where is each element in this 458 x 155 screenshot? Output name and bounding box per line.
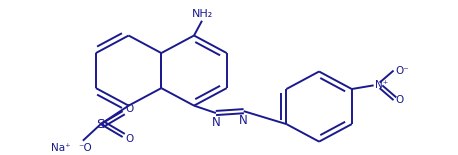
Text: O: O bbox=[125, 134, 134, 144]
Text: O: O bbox=[396, 95, 404, 105]
Text: N⁺: N⁺ bbox=[375, 80, 388, 90]
Text: ⁻O: ⁻O bbox=[78, 144, 92, 153]
Text: O: O bbox=[125, 104, 134, 114]
Text: N: N bbox=[240, 114, 248, 127]
Text: N: N bbox=[212, 116, 220, 129]
Text: NH₂: NH₂ bbox=[192, 9, 213, 19]
Text: Na⁺: Na⁺ bbox=[51, 144, 71, 153]
Text: S: S bbox=[97, 118, 105, 131]
Text: O⁻: O⁻ bbox=[396, 66, 409, 76]
